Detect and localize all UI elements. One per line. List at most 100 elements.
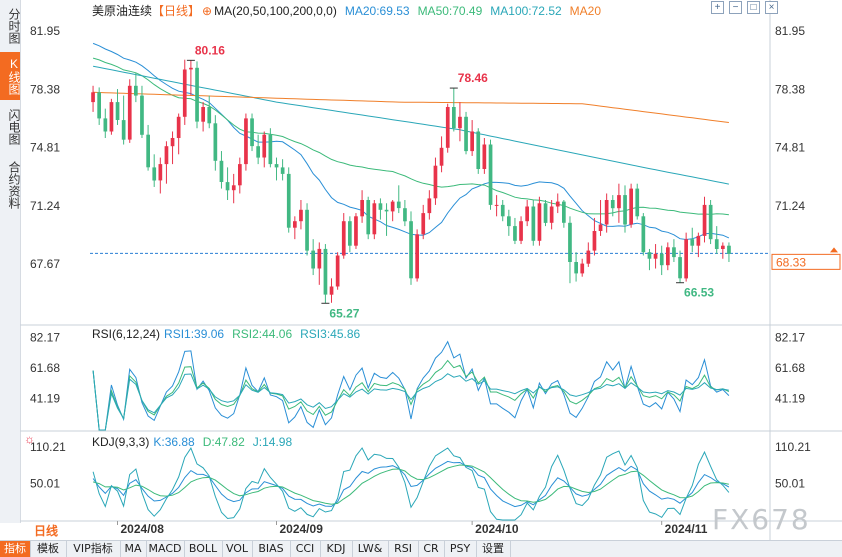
candle <box>244 113 248 171</box>
candle <box>152 154 157 187</box>
candle-body <box>280 167 285 174</box>
indicator-tab-6[interactable]: VOL <box>222 541 253 557</box>
maximize-icon[interactable]: □ <box>747 1 760 14</box>
candle-body <box>366 200 371 235</box>
tab-contract-info[interactable]: 合约资料 <box>7 161 21 209</box>
rsi-legend: RSI(6,12,24) RSI1:39.06 RSI2:44.06 RSI3:45.… <box>92 327 368 341</box>
indicator-tab-13[interactable]: PSY <box>444 541 477 557</box>
candle <box>384 203 389 236</box>
indicator-tab-5[interactable]: BOLL <box>184 541 223 557</box>
indicator-tab-3[interactable]: MA <box>120 541 147 557</box>
candle-body <box>458 116 462 129</box>
candle-body <box>390 201 395 212</box>
indicator-tab-14[interactable]: 设置 <box>476 541 511 557</box>
candle <box>97 87 101 125</box>
indicator-tab-2[interactable]: VIP指标 <box>66 541 121 557</box>
indicator-tab-1[interactable]: 模板 <box>30 541 67 557</box>
candle-body <box>549 206 554 223</box>
candle <box>409 211 413 285</box>
indicator-tab-7[interactable]: BIAS <box>252 541 291 557</box>
zoom-out-icon[interactable]: − <box>729 1 742 14</box>
candle-body <box>286 173 291 228</box>
candle-body <box>696 235 701 246</box>
candle <box>507 209 511 236</box>
candle <box>274 157 279 181</box>
candle <box>727 242 731 262</box>
candle-body <box>727 245 731 254</box>
rsi-lines <box>92 340 730 431</box>
rsi1-value: RSI1:39.06 <box>164 327 225 341</box>
candle-body <box>641 216 646 253</box>
last-price-label: 68.33 <box>776 255 806 269</box>
kdj-name[interactable]: KDJ(9,3,3) <box>92 435 150 449</box>
candle-body <box>189 67 193 70</box>
zoom-in-icon[interactable]: + <box>711 1 724 14</box>
candle-body <box>568 222 572 262</box>
main-legend: 美原油连续【日线】 ⊕ MA(20,50,100,200,0,0) MA20:69.5… <box>92 2 609 19</box>
chart-type-sidebar: 分时图 K线图 闪电图 合约资料 <box>0 0 21 540</box>
candle-body <box>666 247 670 266</box>
candle <box>684 232 688 282</box>
candle-body <box>354 216 358 246</box>
price-axis-left-label: 78.38 <box>30 82 60 96</box>
ma-params[interactable]: MA(20,50,100,200,0,0) <box>214 4 337 18</box>
indicator-tab-9[interactable]: KDJ <box>320 541 353 557</box>
candle <box>378 198 383 220</box>
candle <box>207 95 212 129</box>
candle-body <box>580 263 585 274</box>
candle <box>445 103 450 153</box>
candle <box>525 200 529 227</box>
indicator-tab-0[interactable]: 指标 <box>0 541 31 557</box>
candle <box>488 139 493 210</box>
indicator-tab-10[interactable]: LW& <box>352 541 389 557</box>
candle-body <box>721 245 725 249</box>
kdj-lines <box>92 447 730 521</box>
watermark: FX678 <box>712 503 811 536</box>
candle <box>103 108 108 138</box>
candle-body <box>647 252 652 259</box>
candle <box>115 89 120 125</box>
indicator-tab-12[interactable]: CR <box>418 541 445 557</box>
indicator-tab-4[interactable]: MACD <box>146 541 185 557</box>
tab-time-share[interactable]: 分时图 <box>7 8 21 44</box>
kline-chart[interactable]: 81.95 78.38 74.81 71.24 67.67 81.95 78.38 74.81… <box>20 0 842 540</box>
candle-body <box>678 257 682 279</box>
candle <box>213 115 218 171</box>
candle-body <box>653 253 658 259</box>
candle <box>121 95 126 145</box>
candle-body <box>335 255 340 287</box>
kdj-settings-icon[interactable]: ☼ <box>24 432 35 446</box>
rsi-name[interactable]: RSI(6,12,24) <box>92 327 161 341</box>
candle-body <box>378 203 383 210</box>
candle-body <box>494 204 499 206</box>
candle <box>519 216 523 245</box>
rsi2-line <box>92 359 730 431</box>
candle <box>696 232 701 258</box>
rsi-axis-left-label: 61.68 <box>30 361 60 375</box>
candle-body <box>384 209 389 212</box>
close-icon[interactable]: × <box>765 1 778 14</box>
indicator-tab-11[interactable]: RSI <box>388 541 419 557</box>
candle <box>256 134 260 165</box>
candle <box>329 278 334 303</box>
indicator-tab-8[interactable]: CCI <box>290 541 321 557</box>
candle-body <box>121 120 126 140</box>
candle <box>231 173 236 204</box>
tab-lightning[interactable]: 闪电图 <box>7 109 21 145</box>
candle-body <box>562 201 566 223</box>
candle-body <box>439 147 444 166</box>
candle <box>366 196 371 240</box>
candle-body <box>103 118 108 132</box>
add-icon[interactable]: ⊕ <box>202 4 213 18</box>
extreme-label: 66.53 <box>684 286 714 300</box>
ma50-value: MA50:70.49 <box>417 4 483 18</box>
candle <box>635 183 640 220</box>
candle-body <box>219 160 224 182</box>
period-tab-daily[interactable]: 日线 <box>0 523 70 540</box>
candle-body <box>464 116 468 152</box>
candle-body <box>482 144 487 169</box>
tab-kline[interactable]: K线图 <box>0 52 21 100</box>
candle-body <box>531 206 536 241</box>
candle-body <box>396 201 401 209</box>
last-price-arrow-icon <box>830 247 838 253</box>
